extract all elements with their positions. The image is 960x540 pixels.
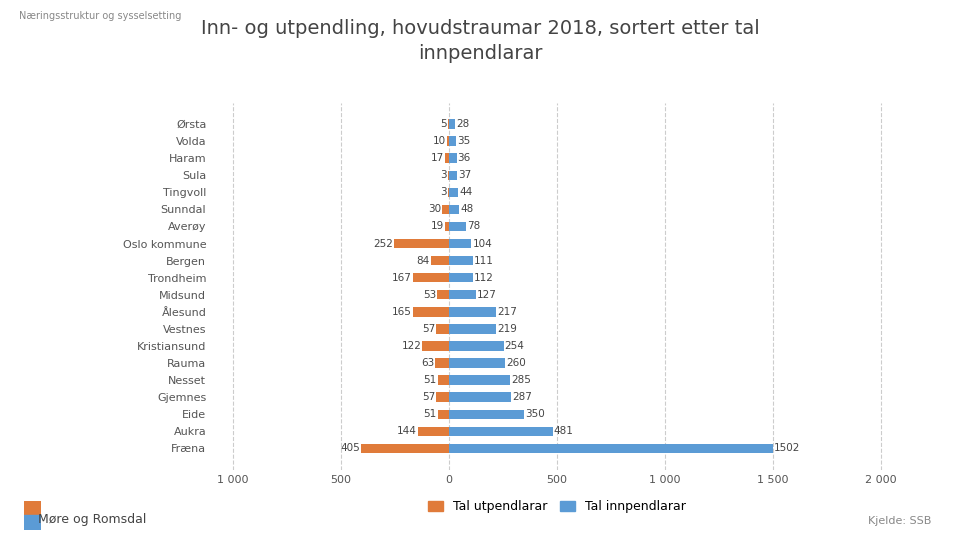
Bar [395,239,449,248]
Bar [413,273,449,282]
Bar [449,307,495,316]
Text: Kjelde: SSB: Kjelde: SSB [868,516,931,526]
Text: 217: 217 [496,307,516,317]
Bar [418,427,449,436]
Text: 78: 78 [467,221,480,232]
Text: 84: 84 [417,255,429,266]
Text: 219: 219 [497,324,517,334]
Bar [449,273,473,282]
Text: 127: 127 [477,290,497,300]
Text: 10: 10 [432,136,445,146]
Text: 104: 104 [472,239,492,248]
Bar [449,222,466,231]
Text: 3: 3 [441,170,447,180]
Text: 5: 5 [440,119,446,129]
Text: Inn- og utpendling, hovudstraumar 2018, sortert etter tal
innpendlarar: Inn- og utpendling, hovudstraumar 2018, … [201,19,759,63]
Bar [449,171,457,180]
Text: 1502: 1502 [775,443,801,454]
Text: 35: 35 [457,136,470,146]
Bar [449,137,456,146]
Text: 287: 287 [512,392,532,402]
Text: 57: 57 [422,392,436,402]
Text: 111: 111 [474,255,493,266]
Text: 144: 144 [396,427,417,436]
Bar [435,359,449,368]
Bar [444,222,449,231]
Text: 53: 53 [423,290,436,300]
Bar [449,409,524,419]
Bar [449,290,476,300]
Bar [449,341,504,350]
Text: 165: 165 [393,307,412,317]
Text: Næringsstruktur og sysselsetting: Næringsstruktur og sysselsetting [19,11,181,21]
Legend: Tal utpendlarar, Tal innpendlarar: Tal utpendlarar, Tal innpendlarar [423,495,690,518]
Bar [438,290,449,300]
Bar [24,501,41,515]
Bar [438,375,449,385]
Text: 37: 37 [458,170,471,180]
Text: 112: 112 [474,273,494,282]
Text: 51: 51 [423,409,437,419]
Bar [437,324,449,334]
Bar [449,187,458,197]
Text: 19: 19 [430,221,444,232]
Bar [449,393,511,402]
Bar [361,444,449,453]
Text: 405: 405 [341,443,360,454]
Bar [449,239,471,248]
Bar [449,119,455,129]
Bar [449,256,472,265]
Text: 48: 48 [460,204,473,214]
Text: 3: 3 [441,187,447,197]
Text: 17: 17 [431,153,444,163]
Bar [438,409,449,419]
Text: 481: 481 [554,427,574,436]
Bar [437,393,449,402]
Bar [449,427,553,436]
Bar [413,307,449,316]
Bar [24,515,41,530]
Text: 63: 63 [420,358,434,368]
Bar [447,119,449,129]
Bar [431,256,449,265]
Bar [449,205,459,214]
Text: 36: 36 [458,153,471,163]
Text: 167: 167 [392,273,412,282]
Text: 30: 30 [428,204,442,214]
Text: 44: 44 [460,187,472,197]
Text: 285: 285 [512,375,531,385]
Bar [449,375,511,385]
Bar [446,137,449,146]
Bar [449,444,773,453]
Bar [449,359,505,368]
Text: 28: 28 [456,119,469,129]
Text: 350: 350 [525,409,545,419]
Text: 254: 254 [505,341,524,351]
Text: 57: 57 [422,324,436,334]
Bar [445,153,449,163]
Text: 260: 260 [506,358,526,368]
Bar [449,324,496,334]
Text: 252: 252 [373,239,394,248]
Bar [422,341,449,350]
Text: 122: 122 [401,341,421,351]
Text: 51: 51 [423,375,437,385]
Bar [443,205,449,214]
Text: Møre og Romsdal: Møre og Romsdal [38,514,147,526]
Bar [449,153,457,163]
